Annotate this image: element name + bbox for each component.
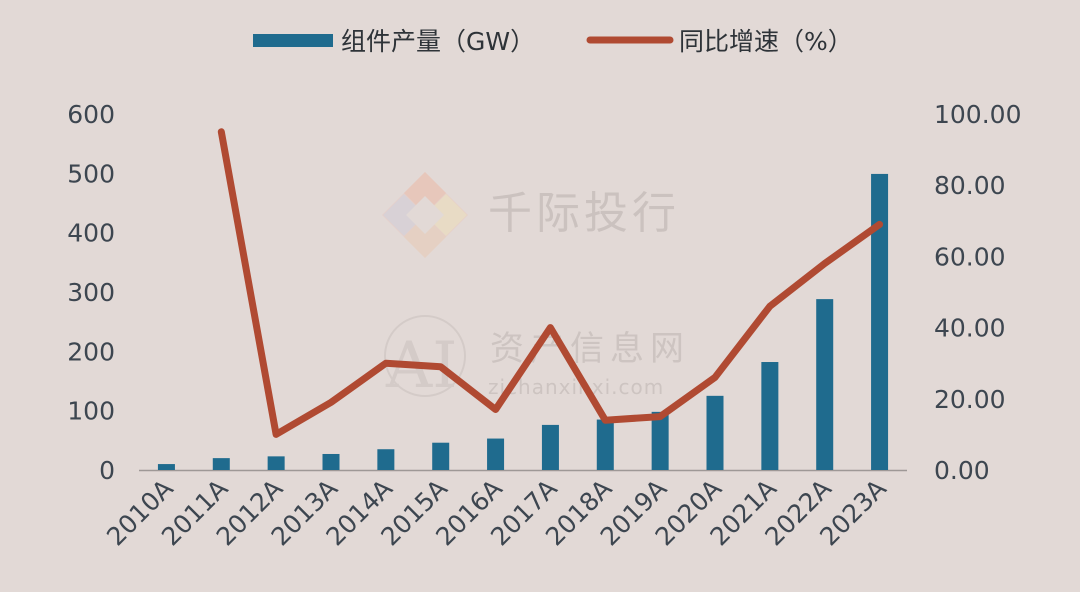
- bar: [377, 449, 395, 470]
- line-point: [275, 433, 277, 435]
- watermark: 千际投行 AI 资产信息网 zichanxinxi.com: [382, 172, 690, 403]
- bar: [432, 442, 450, 470]
- bar: [706, 395, 724, 470]
- line-point: [659, 416, 661, 418]
- y-right-tick-label: 0.00: [934, 456, 990, 485]
- watermark-site-cn: 资产信息网: [490, 329, 690, 369]
- line-point: [879, 223, 881, 225]
- y-left-tick-label: 200: [67, 337, 115, 366]
- bar: [596, 419, 614, 470]
- y-left-tick-label: 500: [67, 159, 115, 188]
- y-right-tick-label: 100.00: [934, 100, 1021, 129]
- legend-bar-swatch: [253, 34, 333, 47]
- y-right-tick-label: 40.00: [934, 314, 1006, 343]
- bar: [157, 464, 175, 470]
- watermark-seal-icon: [384, 315, 466, 397]
- bar: [212, 458, 230, 470]
- bar: [487, 438, 505, 470]
- bar-series: [157, 173, 889, 470]
- bar: [541, 424, 559, 470]
- watermark-brand: 千际投行: [488, 188, 680, 239]
- y-left-tick-label: 400: [67, 219, 115, 248]
- y-right-tick-label: 60.00: [934, 242, 1006, 271]
- y-left-tick-label: 100: [67, 397, 115, 426]
- bar: [267, 456, 285, 470]
- line-point: [385, 362, 387, 364]
- line-point: [604, 419, 606, 421]
- line-point: [549, 327, 551, 329]
- line-series: [217, 128, 884, 438]
- bar: [816, 299, 834, 470]
- legend-line-label: 同比增速（%）: [679, 27, 853, 56]
- line-point: [330, 401, 332, 403]
- legend-bar-label: 组件产量（GW）: [341, 27, 535, 56]
- line-point: [220, 131, 222, 133]
- legend: 组件产量（GW） 同比增速（%）: [253, 27, 853, 56]
- line-point: [440, 366, 442, 368]
- line-point: [714, 376, 716, 378]
- bar: [871, 173, 889, 470]
- y-right-tick-label: 20.00: [934, 385, 1006, 414]
- watermark-logo-icon: [382, 172, 468, 258]
- bar: [322, 453, 340, 470]
- line-point: [824, 263, 826, 265]
- y-left-tick-label: 0: [99, 456, 115, 485]
- y-right-tick-label: 80.00: [934, 171, 1006, 200]
- y-left-tick-label: 600: [67, 100, 115, 129]
- line-point: [495, 408, 497, 410]
- bar: [651, 411, 669, 470]
- bar: [761, 362, 779, 470]
- y-left-tick-label: 300: [67, 278, 115, 307]
- line-point: [769, 305, 771, 307]
